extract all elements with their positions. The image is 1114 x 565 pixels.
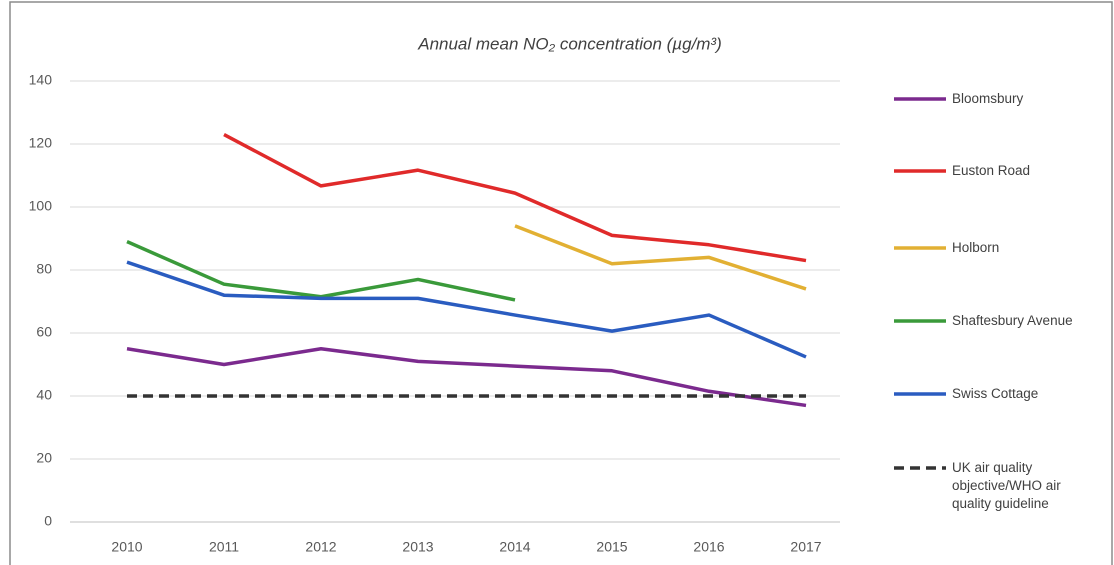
y-tick-label: 140 [29,72,53,88]
x-tick-label: 2012 [305,539,336,555]
legend-swatch [894,97,946,101]
legend-label: Shaftesbury Avenue [952,313,1073,328]
legend-item: Holborn [892,239,1102,257]
y-tick-label: 40 [36,387,52,403]
legend-item: Euston Road [892,162,1102,180]
legend-swatch [894,169,946,173]
legend-swatch [894,392,946,396]
series-line [223,133,807,263]
y-tick-label: 60 [36,324,52,340]
x-tick-label: 2011 [209,539,239,555]
legend-label: Euston Road [952,163,1031,178]
legend-swatch [894,466,946,470]
legend-swatch [894,319,946,323]
x-tick-label: 2016 [693,539,724,555]
y-tick-label: 20 [36,450,52,466]
legend-swatch [894,246,946,250]
y-tick-label: 100 [29,198,53,214]
legend-item: Swiss Cottage [892,385,1102,403]
legend-item: Shaftesbury Avenue [892,312,1102,330]
x-tick-label: 2014 [499,539,530,555]
y-tick-label: 120 [29,135,53,151]
chart-border [9,1,1113,565]
legend-item: UK air quality objective/WHO air quality… [892,459,1102,513]
x-tick-label: 2010 [111,539,142,555]
legend-label: Holborn [952,240,1000,255]
legend-label: UK air quality objective/WHO air quality… [952,460,1061,511]
x-tick-label: 2017 [790,539,821,555]
legend-item: Bloomsbury [892,90,1102,108]
legend-label: Bloomsbury [952,91,1024,106]
series-line [126,260,807,359]
series-line [126,347,807,408]
series-line [126,240,516,302]
x-tick-label: 2013 [402,539,433,555]
y-tick-label: 80 [36,261,52,277]
y-tick-label: 0 [44,513,52,529]
x-tick-label: 2015 [596,539,627,555]
chart-title: Annual mean NO₂ concentration (µg/m³) [417,34,722,53]
legend-label: Swiss Cottage [952,386,1039,401]
series-line [514,224,807,291]
